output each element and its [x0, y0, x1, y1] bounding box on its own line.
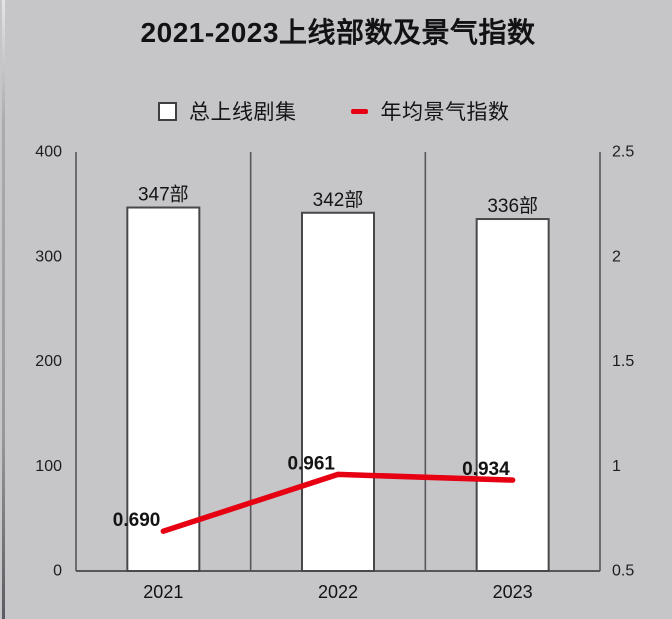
- right-axis-tick-label: 0.5: [612, 563, 634, 580]
- line-series: [160, 471, 516, 534]
- legend: 总上线剧集 年均景气指数: [158, 98, 510, 124]
- line-series-swatch-icon: [350, 108, 368, 114]
- legend-label-line: 年均景气指数: [380, 101, 510, 124]
- bar-2021: [126, 206, 201, 573]
- page-edge-shadow: [2, 0, 5, 619]
- right-axis-tick-label: 2.5: [612, 144, 634, 161]
- x-axis-category-label: 2021: [143, 582, 183, 602]
- chart-title: 2021-2023上线部数及景气指数: [140, 17, 536, 48]
- bar-value-label: 336部: [487, 195, 538, 217]
- right-axis-tick-label: 1: [612, 458, 621, 475]
- x-axis-category-label: 2023: [493, 582, 533, 602]
- legend-label-bars: 总上线剧集: [189, 101, 297, 124]
- bar-series-swatch-icon: [158, 101, 177, 121]
- bar-2022: [301, 211, 375, 572]
- left-axis-tick-label: 300: [35, 248, 62, 265]
- left-axis-tick-label: 0: [53, 563, 62, 580]
- x-axis-category-label: 2022: [318, 582, 358, 602]
- legend-item-bars: 总上线剧集: [158, 96, 297, 126]
- line-value-label: 0.934: [462, 459, 510, 480]
- bar-2023: [475, 218, 550, 572]
- legend-item-line: 年均景气指数: [350, 96, 510, 126]
- line-value-label: 0.961: [287, 453, 335, 474]
- bar-value-label: 342部: [313, 189, 364, 211]
- line-value-label: 0.690: [113, 510, 161, 531]
- left-axis-tick-label: 100: [35, 458, 62, 475]
- right-axis-tick-label: 2: [612, 248, 621, 265]
- bar-value-label: 347部: [138, 184, 189, 206]
- right-axis-tick-label: 1.5: [612, 353, 634, 370]
- left-axis-tick-label: 200: [35, 353, 62, 370]
- left-axis-tick-label: 400: [35, 144, 62, 161]
